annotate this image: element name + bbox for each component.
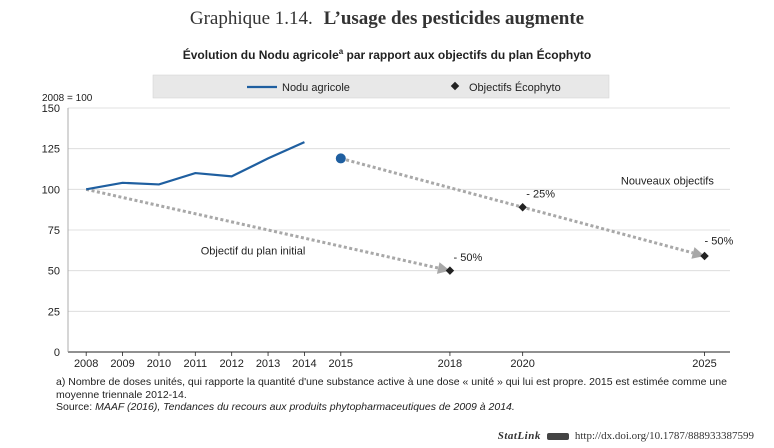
annotation-label: - 50% <box>454 252 483 264</box>
y-tick-label: 50 <box>48 266 60 278</box>
legend-label-ecophyto: Objectifs Écophyto <box>469 81 561 94</box>
objective-marker <box>700 251 709 261</box>
objective-arrows <box>85 156 705 274</box>
objective-marker <box>445 266 455 275</box>
chart-notes: a) Nombre de doses unités, qui rapporte … <box>56 376 736 414</box>
chart-subtitle: Évolution du Nodu agricolea par rapport … <box>0 47 774 62</box>
x-tick-label: 2008 <box>74 358 98 370</box>
data-points <box>335 153 709 275</box>
annotation-label: - 50% <box>705 236 734 248</box>
subtitle-footnote-marker: a <box>338 47 344 56</box>
y-axis-ticks: 0 25 50 75 100 125 150 <box>42 103 60 359</box>
x-tick-label: 2010 <box>147 358 171 370</box>
footnote-a: a) Nombre de doses unités, qui rapporte … <box>56 376 727 401</box>
series-line-nodu <box>85 141 305 191</box>
y-tick-label: 75 <box>48 225 60 237</box>
objective-arrow-shaft <box>340 156 694 255</box>
x-tick-label: 2018 <box>438 358 462 370</box>
x-axis-ticks: 2008 2009 2010 2011 2012 2013 2014 2015 2018 2020… <box>74 352 717 370</box>
objective-marker <box>518 202 527 212</box>
annotation-label: Objectif du plan initial <box>201 245 306 257</box>
gridlines <box>68 107 730 312</box>
series-lines <box>85 141 305 191</box>
statlink-brand: StatLink <box>497 430 541 442</box>
legend-box <box>152 74 610 99</box>
source-line: Source: MAAF (2016), Tendances du recour… <box>56 401 736 414</box>
y-tick-label: 0 <box>54 347 60 359</box>
y-axis-unit-label: 2008 = 100 <box>42 93 93 104</box>
annotation-label: - 25% <box>526 188 555 200</box>
figure-main-title: L’usage des pesticides augmente <box>323 8 585 29</box>
x-tick-label: 2012 <box>219 358 243 370</box>
annotations: Objectif du plan initial - 50% - 25% Nouvea… <box>201 175 734 263</box>
statlink-logo-icon <box>546 432 569 440</box>
subtitle-text: Évolution du Nodu agricole <box>182 48 339 62</box>
x-tick-label: 2020 <box>510 358 534 370</box>
x-tick-label: 2011 <box>183 358 207 370</box>
y-tick-label: 100 <box>42 184 60 196</box>
source-label: Source: <box>56 401 93 413</box>
annotation-label: Nouveaux objectifs <box>621 175 714 187</box>
x-tick-label: 2014 <box>292 358 316 370</box>
y-tick-label: 125 <box>42 144 60 156</box>
source-text: MAAF (2016), Tendances du recours aux pr… <box>92 401 515 413</box>
x-tick-label: 2025 <box>692 358 716 370</box>
x-tick-label: 2013 <box>256 358 280 370</box>
legend-label-nodu: Nodu agricole <box>282 82 350 94</box>
figure-number: Graphique 1.14. <box>189 8 313 29</box>
legend-marker-ecophyto <box>450 81 460 91</box>
statlink: StatLink http://dx.doi.org/10.1787/888933… <box>498 430 754 442</box>
statlink-url[interactable]: http://dx.doi.org/10.1787/888933387599 <box>574 430 754 442</box>
x-tick-label: 2015 <box>329 358 353 370</box>
y-tick-label: 150 <box>42 103 60 115</box>
y-tick-label: 25 <box>48 306 60 318</box>
figure-title: Graphique 1.14. L’usage des pesticides a… <box>0 8 774 30</box>
subtitle-text-rest: par rapport aux objectifs du plan Écophy… <box>343 48 592 62</box>
x-tick-label: 2009 <box>110 358 134 370</box>
point-2015-estimate <box>335 153 346 164</box>
